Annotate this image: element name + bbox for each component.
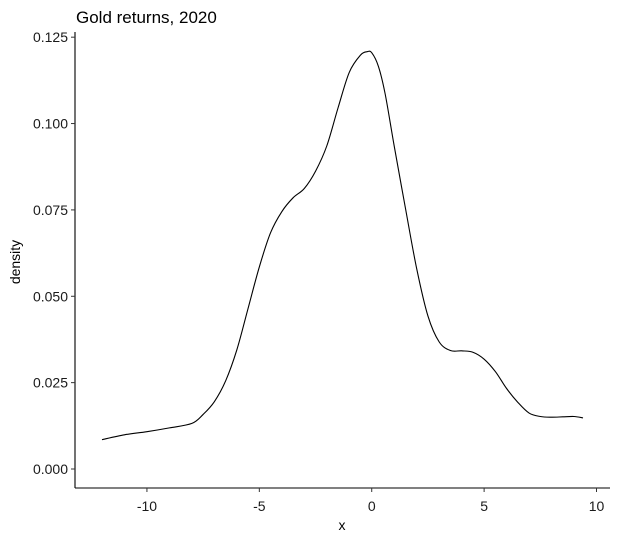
x-tick-label: 10 — [589, 498, 605, 514]
y-axis: 0.000 0.025 0.050 0.075 0.100 0.125 — [33, 29, 76, 488]
x-tick-label: 0 — [368, 498, 376, 514]
density-line — [101, 50, 584, 441]
chart-title: Gold returns, 2020 — [76, 8, 217, 27]
y-tick-label: 0.125 — [33, 29, 68, 45]
y-tick-label: 0.100 — [33, 116, 68, 132]
x-tick-label: -5 — [253, 498, 266, 514]
y-tick-label: 0.050 — [33, 288, 68, 304]
x-tick-label: -10 — [137, 498, 157, 514]
y-tick-label: 0.000 — [33, 461, 68, 477]
y-tick-label: 0.075 — [33, 202, 68, 218]
y-tick-label: 0.025 — [33, 375, 68, 391]
x-tick-label: 5 — [480, 498, 488, 514]
x-axis: -10 -5 0 5 10 — [75, 487, 610, 514]
plot-area — [101, 50, 584, 441]
x-axis-title: x — [339, 517, 346, 533]
y-axis-title: density — [7, 240, 23, 284]
